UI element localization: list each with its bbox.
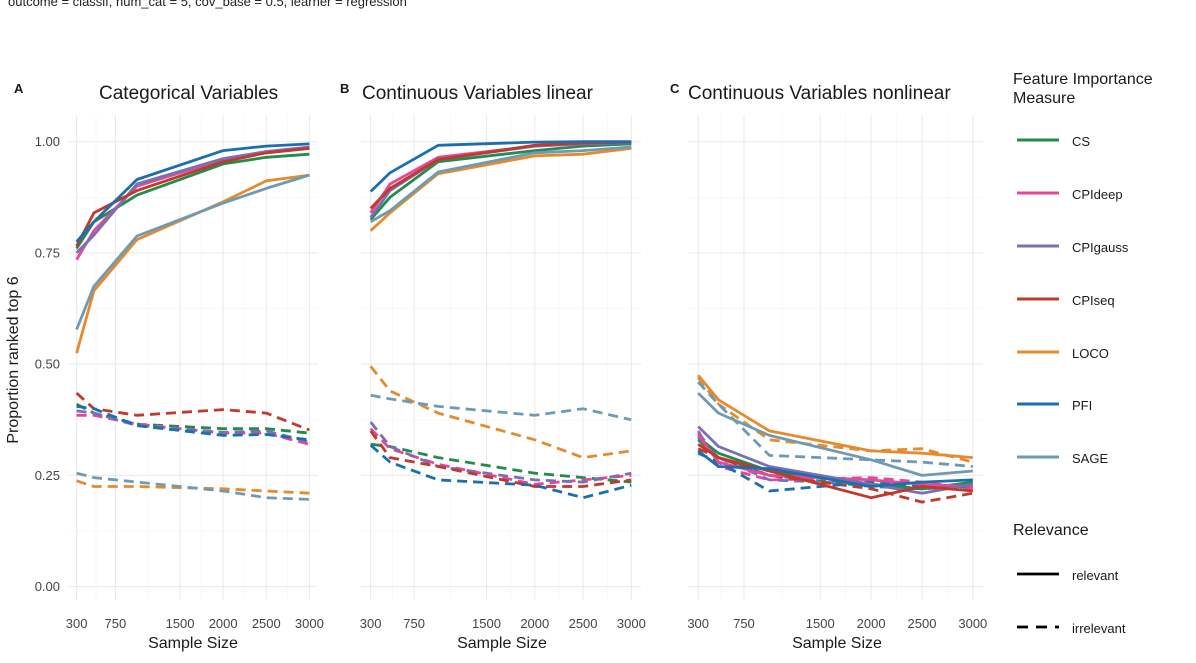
panel-b-series-loco-relevant [369,147,632,232]
legend-label-pfi: PFI [1072,398,1093,413]
panel-b-title: Continuous Variables linear [362,83,593,104]
legend-label-cs: CS [1072,134,1091,149]
panel-c-x-tick-label: 2000 [857,616,886,631]
legend-label-cpiseq: CPIseq [1072,293,1115,308]
panel-c-x-tick-label: 1500 [806,616,835,631]
panel-c-series-loco-irrelevant [697,376,974,464]
panel-b-x-axis-label: Sample Size [457,635,547,652]
legend-measure-title-line2: Measure [1013,90,1076,107]
panel-c-x-tick-label: 3000 [958,616,987,631]
legend-label-cpideep: CPIdeep [1072,187,1123,202]
panel-c-series-pfi-relevant [697,449,973,488]
y-tick-label: 1.00 [35,134,60,149]
panel-a-title: Categorical Variables [99,83,279,104]
y-tick-label: 0.50 [35,357,60,372]
plot-subtitle: outcome = classif, num_cat = 5, cov_base… [8,0,407,9]
y-tick-label: 0.75 [35,245,60,260]
panel-c-x-tick-label: 2500 [908,616,937,631]
panel-b-series-cpigauss-irrelevant [369,421,632,484]
panel-b-x-tick-label: 2000 [520,616,549,631]
panel-b-series-cs-relevant [369,142,632,221]
panel-b-series-cpiseq-irrelevant [369,430,632,488]
panel-a-series-cs-irrelevant [75,402,310,435]
panel-c-x-tick-label: 300 [687,616,709,631]
panel-b-series-sage-relevant [370,145,632,224]
panel-b-series-pfi-relevant [369,140,632,193]
panel-b-x-tick-label: 750 [403,616,425,631]
legend-label-irrelevant: irrelevant [1072,621,1126,636]
y-tick-label: 0.00 [35,579,60,594]
panel-b-x-tick-label: 2500 [569,616,598,631]
panel-a-x-tick-label: 750 [105,616,127,631]
legend-label-relevant: relevant [1072,568,1119,583]
panel-a-letter: A [14,81,24,96]
panel-a-x-tick-label: 2000 [209,616,238,631]
panel-a-series-sage-irrelevant [76,471,310,501]
legend-label-sage: SAGE [1072,451,1109,466]
legend-measure-title: Feature Importance Measure [1013,70,1153,108]
panel-a-series-cpiseq-relevant [75,147,310,247]
panel-a-x-tick-label: 2500 [252,616,281,631]
panel-c-series-loco-relevant [697,374,973,459]
legend-label-loco: LOCO [1072,346,1109,361]
y-tick-label: 0.25 [35,468,60,483]
panel-b-series-pfi-irrelevant [369,444,632,500]
panel-a-series-cpigauss-relevant [75,145,310,254]
legend-relevance-title: Relevance [1013,522,1089,539]
panel-b-x-tick-label: 1500 [472,616,501,631]
panel-c-letter: C [670,81,680,96]
panel-c-series-cpigauss-relevant [697,425,974,495]
panel-a-x-tick-label: 300 [66,616,88,631]
panel-a-x-tick-label: 3000 [295,616,324,631]
legend-label-cpigauss: CPIgauss [1072,240,1129,255]
panel-a-series-sage-relevant [75,173,310,331]
panel-a-x-tick-label: 1500 [166,616,195,631]
panel-a-series-cpigauss-irrelevant [76,409,310,444]
panel-c-series-sage-relevant [697,392,973,477]
panel-b-x-tick-label: 3000 [617,616,646,631]
panel-b-x-tick-label: 300 [360,616,382,631]
panel-c-series-cpiseq-relevant [697,443,973,500]
panel-b-series-cpideep-irrelevant [369,427,632,486]
panel-a-series-pfi-relevant [75,142,310,243]
panel-c-x-axis-label: Sample Size [792,635,882,652]
panel-b-series-sage-irrelevant [370,393,632,422]
panel-c-x-tick-label: 750 [733,616,755,631]
panel-b-series-loco-irrelevant [369,365,632,460]
panel-a-series-pfi-irrelevant [76,405,310,442]
panel-c-title: Continuous Variables nonlinear [688,83,951,104]
panel-b-letter: B [340,81,350,96]
panel-c-series-sage-irrelevant [697,381,973,468]
panel-a-x-axis-label: Sample Size [148,635,238,652]
legend-measure-title-line1: Feature Importance [1013,71,1153,88]
panel-a-series-cpiseq-irrelevant [75,392,310,432]
